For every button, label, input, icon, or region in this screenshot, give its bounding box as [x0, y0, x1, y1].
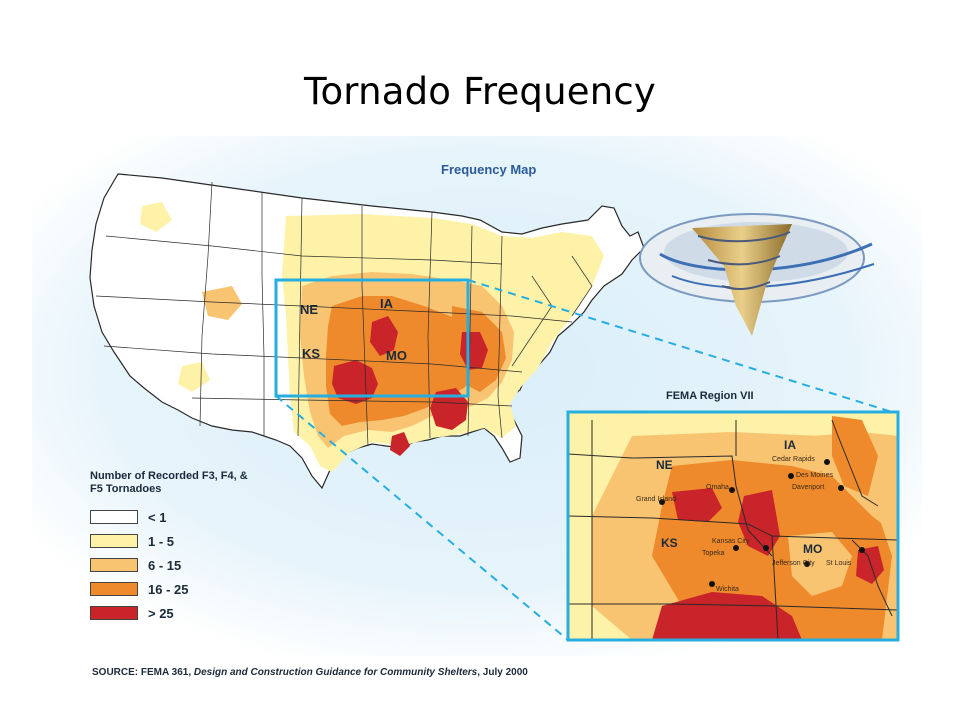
legend-item: > 25	[90, 604, 174, 622]
inset-map	[568, 412, 898, 640]
fema-region-title: FEMA Region VII	[666, 390, 754, 402]
legend-label: 1 - 5	[148, 533, 175, 549]
city-des-moines: Des Moines	[796, 472, 833, 479]
source-citation: SOURCE: FEMA 361, Design and Constructio…	[92, 667, 528, 678]
inset-frame	[566, 410, 900, 642]
state-label-ia: IA	[380, 296, 393, 311]
city-cedar-rapids: Cedar Rapids	[772, 456, 815, 463]
city-grand-island: Grand Island	[636, 496, 677, 503]
city-davenport: Davenport	[792, 484, 825, 491]
legend-swatch	[90, 582, 138, 596]
inset-label-mo: MO	[803, 542, 823, 556]
city-omaha: Omaha	[706, 484, 729, 491]
legend-swatch	[90, 510, 138, 524]
map-graphic	[32, 136, 922, 656]
state-borders	[95, 181, 593, 447]
source-prefix: SOURCE: FEMA 361,	[92, 667, 194, 678]
inset-label-ks: KS	[661, 536, 678, 550]
legend-swatch	[90, 534, 138, 548]
legend-label: 6 - 15	[148, 557, 182, 573]
state-label-ne: NE	[300, 302, 319, 317]
city-kansas-city: Kansas City	[712, 538, 750, 545]
legend-label: > 25	[148, 605, 174, 621]
city-topeka: Topeka	[702, 550, 725, 557]
city-jefferson-city: Jefferson City	[772, 560, 815, 567]
legend-swatch	[90, 558, 138, 572]
legend-label: 16 - 25	[148, 581, 189, 597]
connector-line-bottom	[275, 395, 569, 641]
legend-swatch	[90, 606, 138, 620]
slide-title: Tornado Frequency	[303, 70, 657, 113]
legend-item: < 1	[90, 508, 166, 526]
legend-item: 16 - 25	[90, 580, 188, 598]
state-label-mo: MO	[386, 348, 407, 363]
source-title: Design and Construction Guidance for Com…	[193, 667, 478, 678]
connector-line-top	[467, 279, 893, 413]
region-highlight-box	[274, 278, 470, 398]
frequency-map-title: Frequency Map	[441, 162, 537, 177]
legend-title: Number of Recorded F3, F4, & F5 Tornadoe…	[90, 470, 248, 495]
city-wichita: Wichita	[716, 586, 739, 593]
city-st-louis: St Louis	[826, 560, 852, 567]
tornado-frequency-figure: Frequency Map NE IA KS MO FEMA Region VI…	[32, 136, 922, 696]
inset-label-ia: IA	[784, 438, 796, 452]
legend-item: 6 - 15	[90, 556, 181, 574]
source-suffix: , July 2000	[477, 667, 528, 678]
tornado-illustration	[639, 213, 875, 336]
inset-label-ne: NE	[656, 458, 673, 472]
legend-item: 1 - 5	[90, 532, 174, 550]
legend-label: < 1	[148, 509, 167, 525]
state-label-ks: KS	[302, 346, 321, 361]
